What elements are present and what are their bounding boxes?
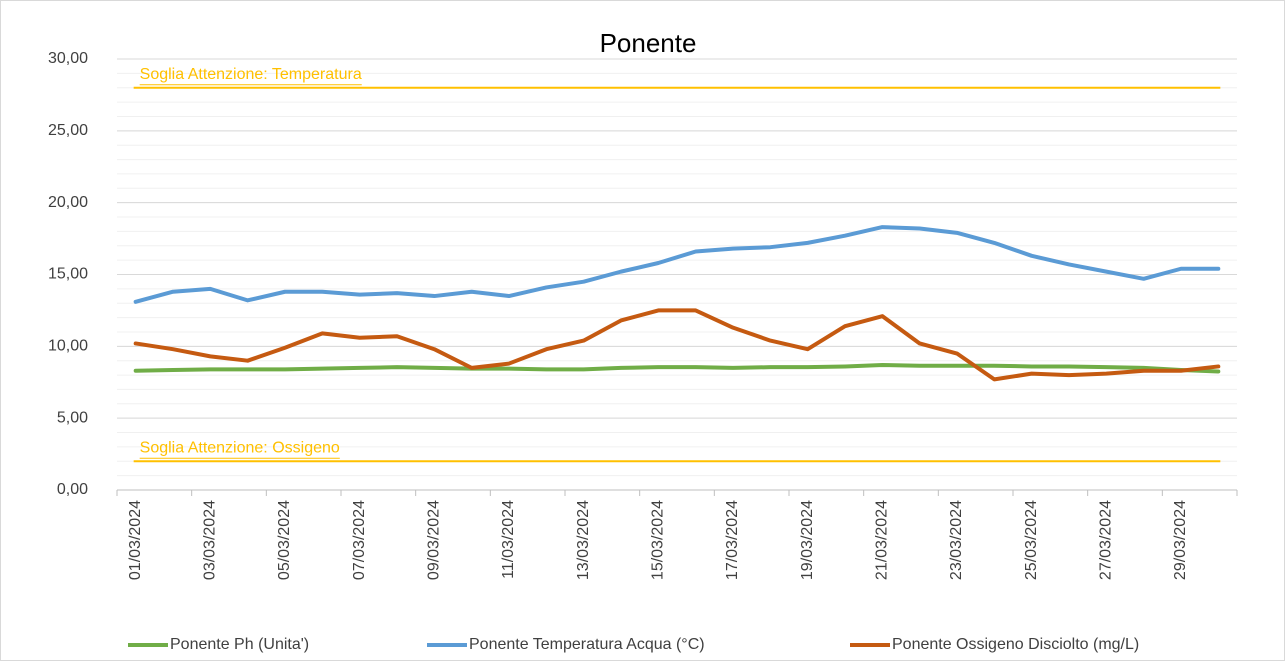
y-tick-label: 5,00 [57,409,88,426]
y-tick-label: 10,00 [48,338,88,355]
x-tick-label: 13/03/2024 [575,500,592,580]
y-tick-label: 15,00 [48,266,88,283]
legend-label: Ponente Ph (Unita') [170,636,309,653]
x-tick-label: 15/03/2024 [650,500,667,580]
legend-label: Ponente Temperatura Acqua (°C) [469,636,705,653]
series-line [133,308,1221,382]
y-tick-label: 30,00 [48,50,88,67]
x-tick-label: 05/03/2024 [276,500,293,580]
x-tick-label: 19/03/2024 [799,500,816,580]
x-tick-label: 07/03/2024 [351,500,368,580]
x-tick-label: 21/03/2024 [874,500,891,580]
series-line [133,363,1221,374]
legend-label: Ponente Ossigeno Disciolto (mg/L) [892,636,1139,653]
y-tick-label: 20,00 [48,194,88,211]
threshold-label: Soglia Attenzione: Ossigeno [140,439,340,456]
y-tick-label: 25,00 [48,122,88,139]
threshold-label: Soglia Attenzione: Temperatura [140,66,362,83]
y-tick-label: 0,00 [57,481,88,498]
chart-title: Ponente [600,28,697,58]
x-tick-label: 27/03/2024 [1098,500,1115,580]
x-tick-label: 17/03/2024 [724,500,741,580]
x-tick-label: 23/03/2024 [948,500,965,580]
series-line [133,225,1221,304]
x-tick-label: 25/03/2024 [1023,500,1040,580]
x-tick-label: 11/03/2024 [500,500,517,579]
x-tick-label: 29/03/2024 [1172,500,1189,580]
x-tick-label: 03/03/2024 [202,500,219,580]
x-tick-label: 09/03/2024 [426,500,443,580]
x-tick-label: 01/03/2024 [127,500,144,580]
